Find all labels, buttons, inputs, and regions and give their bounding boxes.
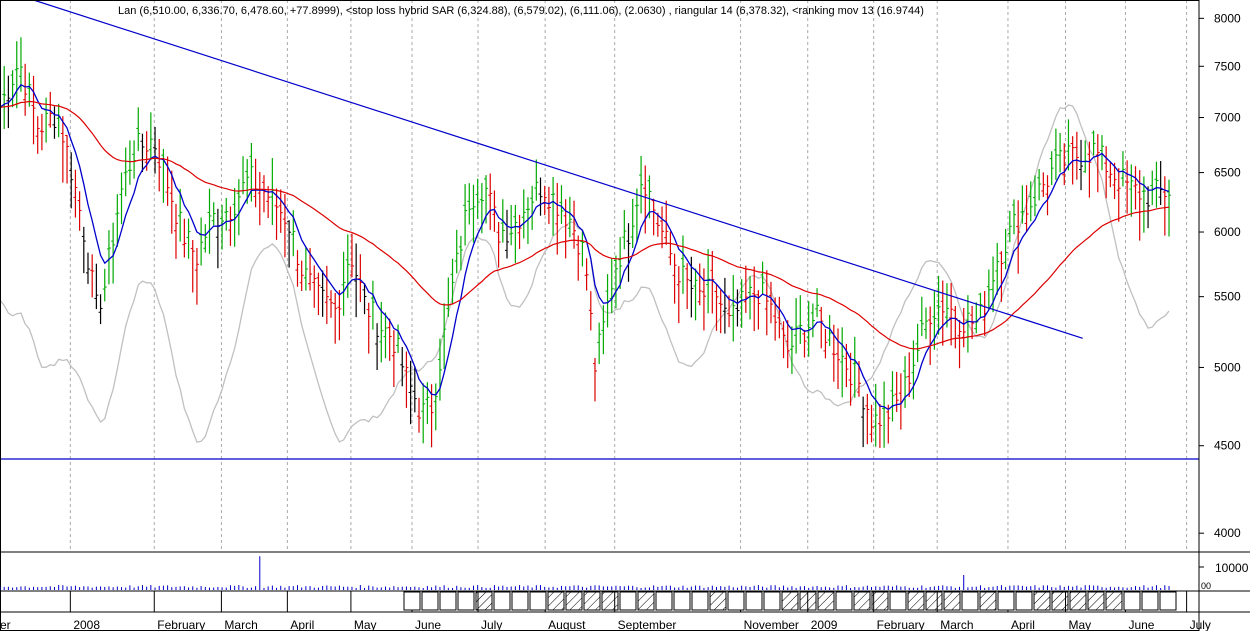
hatch-box <box>835 591 853 611</box>
hatch-box <box>1123 591 1141 611</box>
hatch-box <box>1051 591 1069 611</box>
hatch-box <box>457 591 475 611</box>
y-tick-label: 4000 <box>1214 526 1241 540</box>
price-bars <box>0 37 1172 448</box>
x-tick-label: June <box>415 618 441 631</box>
moving-averages <box>0 83 1170 411</box>
hatch-box <box>889 591 907 611</box>
hatch-box <box>439 591 457 611</box>
oscillator-series <box>0 104 1170 443</box>
hatch-box <box>709 591 727 611</box>
volume-panel <box>0 556 1204 611</box>
y-tick-label: 5000 <box>1214 360 1241 374</box>
hatch-box <box>907 591 925 611</box>
x-tick-label: 2008 <box>73 618 100 631</box>
y-tick-label: 4500 <box>1214 439 1241 453</box>
descending-trendline <box>33 0 1083 339</box>
y-axis-labels: 4000 4500 5000 5500 6000 6500 7000 7500 8000 <box>1214 11 1241 540</box>
hatch-box <box>1015 591 1033 611</box>
y-tick-label: 5500 <box>1214 290 1241 304</box>
x-tick-label: er <box>0 618 11 631</box>
x-tick-label: September <box>618 618 677 631</box>
hatch-box <box>817 591 835 611</box>
y-tick-label: 8000 <box>1214 11 1241 25</box>
hatch-box <box>745 591 763 611</box>
x-tick-label: April <box>290 618 314 631</box>
hatch-box <box>979 591 997 611</box>
hatch-box <box>853 591 871 611</box>
hatch-box <box>925 591 943 611</box>
hatch-box <box>565 591 583 611</box>
x-axis-labels: er 2008 February March April May June July Augus… <box>0 618 1211 631</box>
hatch-box <box>961 591 979 611</box>
oscillator-line <box>0 104 1170 443</box>
hatch-box <box>511 591 529 611</box>
x-tick-label: May <box>354 618 377 631</box>
y-tick-label: 7500 <box>1214 59 1241 73</box>
chart-header-text: Lan (6,510.00, 6,336.70, 6,478.60, +77.8… <box>118 5 924 17</box>
hatch-box <box>943 591 961 611</box>
hatch-box <box>403 591 421 611</box>
hatch-box <box>655 591 673 611</box>
volume-tick-label: 10000 <box>1215 561 1249 575</box>
hatch-box <box>997 591 1015 611</box>
x-tick-label: May <box>1069 618 1092 631</box>
y-tick-label: 6500 <box>1214 166 1241 180</box>
y-tick-label: 6000 <box>1214 225 1241 239</box>
hatch-box <box>871 591 889 611</box>
volume-corner-label: 00 <box>1201 581 1211 591</box>
hatch-box <box>781 591 799 611</box>
x-tick-label: June <box>1128 618 1154 631</box>
x-tick-label: August <box>548 618 586 631</box>
hatch-box <box>1087 591 1105 611</box>
x-tick-label: 2009 <box>811 618 838 631</box>
hatch-box <box>601 591 619 611</box>
hatch-box <box>763 591 781 611</box>
hatch-box <box>691 591 709 611</box>
hatch-box <box>727 591 745 611</box>
hatch-box <box>673 591 691 611</box>
hatch-box <box>583 591 601 611</box>
hatch-box <box>547 591 565 611</box>
x-tick-label: July <box>481 618 502 631</box>
x-tick-label: November <box>744 618 799 631</box>
hatch-box <box>493 591 511 611</box>
hatch-box <box>1159 591 1177 611</box>
moving-average-red <box>0 100 1170 350</box>
x-tick-label: July <box>1190 618 1211 631</box>
chart-frame <box>0 0 1200 631</box>
x-tick-label: February <box>877 618 925 631</box>
hatch-box <box>529 591 547 611</box>
hatch-box <box>1141 591 1159 611</box>
hatch-box <box>475 591 493 611</box>
trend-lines <box>0 0 1199 460</box>
x-tick-label: March <box>224 618 257 631</box>
x-tick-label: April <box>1011 618 1035 631</box>
grid-lines <box>69 0 1188 552</box>
volume-hatch-band <box>403 591 1177 611</box>
hatch-box <box>637 591 655 611</box>
hatch-box <box>1105 591 1123 611</box>
x-tick-label: February <box>157 618 205 631</box>
hatch-box <box>421 591 439 611</box>
y-tick-label: 7000 <box>1214 111 1241 125</box>
hatch-box <box>1033 591 1051 611</box>
hatch-box <box>1069 591 1087 611</box>
moving-average-blue <box>0 83 1170 411</box>
x-tick-label: March <box>940 618 973 631</box>
hatch-box <box>619 591 637 611</box>
hatch-box <box>799 591 817 611</box>
